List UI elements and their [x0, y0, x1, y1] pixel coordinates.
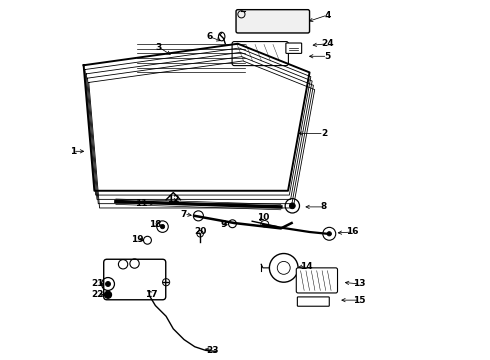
Text: 2: 2: [321, 129, 327, 138]
Text: 3: 3: [156, 43, 162, 52]
FancyBboxPatch shape: [296, 268, 338, 293]
Text: 12: 12: [167, 195, 179, 204]
Text: 16: 16: [346, 228, 359, 237]
FancyBboxPatch shape: [286, 43, 302, 53]
Text: 13: 13: [353, 279, 366, 288]
Text: 18: 18: [149, 220, 162, 229]
Text: 23: 23: [206, 346, 219, 355]
Text: 24: 24: [321, 39, 334, 48]
Text: 19: 19: [131, 235, 144, 244]
FancyBboxPatch shape: [232, 41, 289, 66]
Circle shape: [104, 291, 112, 298]
Text: 11: 11: [135, 199, 147, 208]
FancyBboxPatch shape: [236, 10, 310, 33]
Circle shape: [327, 231, 331, 236]
Text: 9: 9: [220, 220, 227, 229]
Text: 7: 7: [181, 210, 187, 219]
Text: 4: 4: [324, 10, 331, 19]
Text: 20: 20: [194, 228, 206, 237]
Text: 1: 1: [70, 147, 76, 156]
Ellipse shape: [219, 32, 225, 41]
Text: 17: 17: [146, 290, 158, 299]
FancyBboxPatch shape: [297, 297, 329, 306]
Circle shape: [105, 282, 111, 287]
Text: 22: 22: [92, 290, 104, 299]
Text: 6: 6: [206, 32, 212, 41]
FancyBboxPatch shape: [104, 259, 166, 300]
Text: 10: 10: [257, 213, 269, 222]
Ellipse shape: [261, 221, 269, 227]
Circle shape: [290, 203, 295, 209]
Circle shape: [160, 225, 165, 229]
Text: 14: 14: [300, 262, 312, 271]
Text: 15: 15: [353, 296, 366, 305]
Text: 5: 5: [324, 52, 331, 61]
Text: 21: 21: [92, 279, 104, 288]
Text: 8: 8: [321, 202, 327, 211]
